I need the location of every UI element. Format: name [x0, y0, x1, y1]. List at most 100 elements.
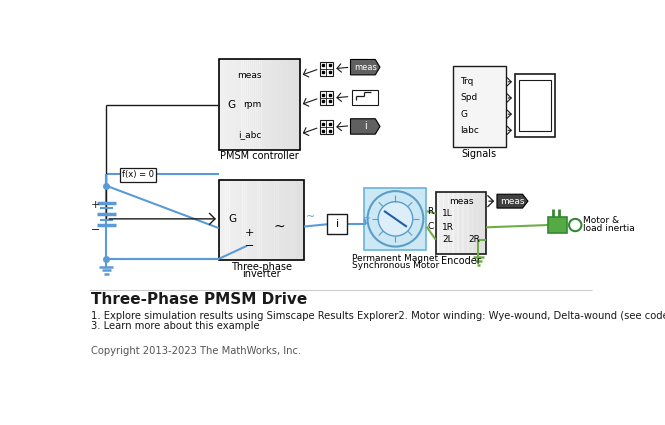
Bar — [515, 74, 555, 137]
Text: Iabc: Iabc — [461, 126, 479, 135]
Bar — [241, 59, 243, 150]
Bar — [327, 214, 347, 234]
Bar — [219, 180, 304, 260]
Text: i: i — [364, 122, 366, 131]
Bar — [231, 180, 234, 260]
Bar — [285, 180, 287, 260]
Bar — [261, 59, 264, 150]
Bar — [455, 192, 456, 253]
Bar — [274, 180, 277, 260]
Text: C: C — [427, 222, 434, 231]
Text: Trq: Trq — [461, 77, 474, 86]
Text: +: + — [245, 228, 255, 238]
Bar — [238, 180, 241, 260]
Bar — [251, 180, 253, 260]
Bar — [235, 59, 237, 150]
Text: meas: meas — [500, 197, 525, 206]
Bar — [251, 59, 254, 150]
Bar — [221, 180, 223, 260]
Circle shape — [368, 191, 424, 246]
Bar — [319, 62, 333, 76]
Text: ~: ~ — [363, 214, 371, 224]
Bar — [255, 59, 258, 150]
Bar — [291, 180, 294, 260]
Bar — [464, 192, 465, 253]
Bar — [436, 192, 486, 253]
Bar — [243, 59, 245, 150]
Bar — [451, 192, 452, 253]
Bar — [219, 180, 221, 260]
Bar — [465, 192, 466, 253]
Bar — [268, 180, 270, 260]
Bar — [249, 180, 251, 260]
Text: R: R — [427, 207, 434, 215]
Bar — [229, 59, 231, 150]
Text: −: − — [245, 241, 255, 251]
Bar — [280, 59, 282, 150]
Bar — [219, 59, 300, 150]
Bar — [296, 59, 299, 150]
Polygon shape — [350, 60, 380, 75]
Text: Three-phase: Three-phase — [231, 262, 292, 272]
Bar — [219, 59, 221, 150]
Bar — [253, 180, 255, 260]
Bar — [469, 192, 471, 253]
Text: Synchronous Motor: Synchronous Motor — [352, 261, 439, 269]
Bar — [247, 180, 249, 260]
Text: ~: ~ — [273, 220, 285, 234]
Text: rpm: rpm — [243, 100, 261, 109]
Bar — [120, 168, 156, 182]
Bar — [255, 180, 257, 260]
Text: G: G — [227, 100, 235, 110]
Bar — [245, 59, 247, 150]
Bar — [263, 59, 266, 150]
Text: Motor &: Motor & — [583, 216, 619, 225]
Bar — [436, 192, 438, 253]
Bar — [298, 180, 300, 260]
Bar — [261, 180, 264, 260]
Bar — [240, 180, 243, 260]
Bar — [364, 188, 426, 249]
Text: i: i — [336, 219, 339, 229]
Bar — [292, 59, 295, 150]
Bar — [225, 180, 227, 260]
Circle shape — [569, 219, 581, 231]
Bar — [450, 192, 452, 253]
Bar — [270, 180, 273, 260]
Text: f(x) = 0: f(x) = 0 — [122, 170, 154, 179]
Bar — [233, 59, 235, 150]
Bar — [472, 192, 474, 253]
Bar — [475, 192, 476, 253]
Text: 1L: 1L — [442, 209, 453, 218]
Bar — [227, 180, 230, 260]
Bar — [279, 180, 281, 260]
Bar — [249, 59, 251, 150]
Bar — [453, 66, 505, 147]
Bar — [482, 192, 484, 253]
Bar — [436, 192, 486, 253]
Bar — [457, 192, 459, 253]
Text: +: + — [91, 200, 100, 210]
Bar — [295, 180, 298, 260]
Bar — [271, 59, 274, 150]
Text: Copyright 2013-2023 The MathWorks, Inc.: Copyright 2013-2023 The MathWorks, Inc. — [91, 346, 301, 356]
Bar — [485, 192, 487, 253]
Bar — [274, 59, 276, 150]
Bar — [294, 59, 297, 150]
Bar — [253, 59, 256, 150]
Text: 1. Explore simulation results using Simscape Results Explorer2. Motor winding: W: 1. Explore simulation results using Sims… — [91, 311, 665, 321]
Bar — [257, 59, 260, 150]
Text: −: − — [91, 225, 100, 235]
Bar — [263, 180, 266, 260]
Bar — [237, 59, 239, 150]
Text: ~: ~ — [306, 212, 315, 222]
Bar — [289, 180, 291, 260]
Bar — [519, 80, 551, 131]
Bar — [242, 180, 245, 260]
Text: meas: meas — [354, 62, 376, 72]
Bar — [278, 59, 280, 150]
Bar — [223, 180, 225, 260]
Bar — [286, 59, 289, 150]
Bar — [283, 180, 285, 260]
Bar — [221, 59, 223, 150]
